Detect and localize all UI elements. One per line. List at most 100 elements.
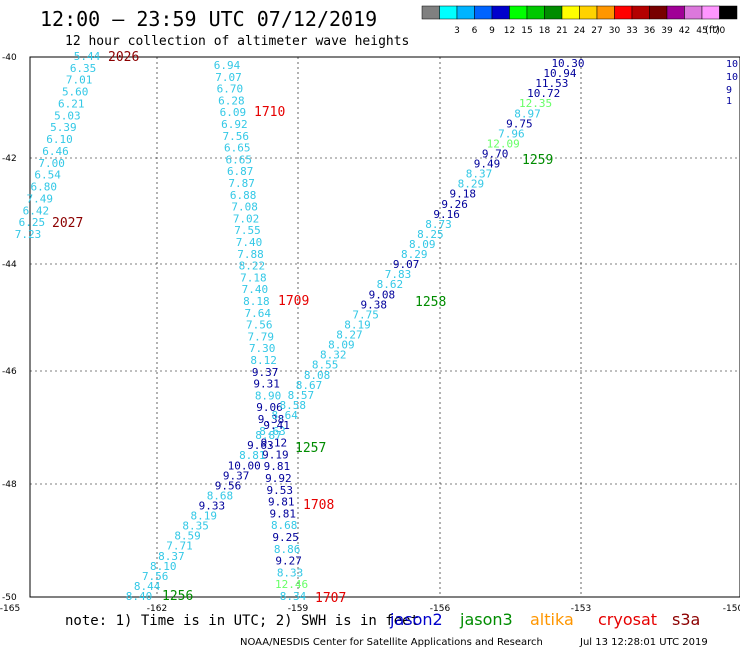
wave-height-value: 9.31	[253, 378, 280, 391]
wave-height-value: 8.29	[401, 248, 428, 261]
wave-height-value: 8.19	[191, 510, 218, 523]
wave-height-value: 8.19	[344, 318, 371, 331]
wave-height-value: 8.62	[377, 278, 404, 291]
latitude-label: -48	[2, 480, 17, 490]
wave-height-value: 9.25	[272, 531, 299, 544]
wave-height-value: 6.09	[220, 106, 247, 119]
legend-tick-label: 30	[609, 26, 621, 36]
wave-height-value: 5.60	[62, 86, 89, 99]
wave-height-value: 9.75	[506, 117, 533, 130]
wave-height-value: 6.10	[46, 133, 73, 146]
wave-height-value: 9.81	[264, 460, 291, 473]
longitude-label: -159	[288, 604, 309, 614]
edge-value: 1	[726, 96, 732, 107]
wave-height-value: 8.40	[126, 590, 153, 603]
legend-tick-label: 18	[539, 26, 551, 36]
wave-height-value: 8.68	[271, 519, 298, 532]
wave-height-value: 8.25	[417, 228, 444, 241]
pass-time-label: 1259	[522, 153, 553, 168]
wave-height-value: 9.18	[450, 188, 477, 201]
satellite-name: jason2	[389, 610, 443, 629]
wave-height-value: 7.79	[247, 330, 274, 343]
legend-tick-label: 3	[454, 26, 460, 36]
wave-height-value: 6.21	[58, 97, 85, 110]
wave-height-value: 6.92	[221, 118, 248, 131]
wave-height-value: 6.88	[230, 189, 257, 202]
edge-value: 10.6	[726, 59, 740, 70]
wave-height-value: 7.56	[142, 570, 169, 583]
wave-height-value: 8.87	[255, 429, 282, 442]
legend-swatch	[701, 5, 720, 20]
wave-height-value: 9.38	[360, 298, 387, 311]
legend-tick-label: 6	[472, 26, 478, 36]
wave-height-value: 9.12	[261, 437, 288, 450]
wave-height-value: 8.22	[239, 260, 266, 273]
wave-height-value: 12.46	[275, 578, 308, 591]
wave-height-value: 9.53	[267, 484, 294, 497]
wave-height-value: 7.08	[231, 201, 258, 214]
wave-height-value: 8.27	[336, 329, 363, 342]
wave-height-value: 7.64	[245, 307, 272, 320]
wave-height-value: 8.32	[320, 349, 347, 362]
longitude-label: -150	[723, 604, 740, 614]
wave-height-value: 9.26	[441, 198, 468, 211]
wave-height-value: 9.06	[256, 401, 283, 414]
wave-height-value: 8.09	[409, 238, 436, 251]
wave-height-value: 6.80	[30, 181, 57, 194]
legend-tick-label: 24	[574, 26, 586, 36]
pass-time-label: 1257	[295, 441, 326, 456]
wave-height-value: 8.73	[425, 218, 452, 231]
wave-height-value: 9.81	[269, 507, 296, 520]
wave-height-value: 9.38	[258, 413, 285, 426]
footer-timestamp: Jul 13 12:28:01 UTC 2019	[579, 637, 708, 648]
wave-height-value: 7.71	[166, 540, 193, 553]
legend-tick-label: 27	[591, 26, 602, 36]
wave-height-value: 6.65	[224, 142, 251, 155]
satellite-name: jason3	[459, 610, 513, 629]
color-legend: 3 6 9 12 15 18 21 24 27 30 33 36 39 42 45 70	[421, 5, 738, 36]
satellite-name: altika	[530, 610, 574, 629]
wave-height-value: 7.83	[385, 268, 412, 281]
legend-swatch	[544, 5, 563, 20]
pass-time-label: 1707	[315, 591, 346, 606]
wave-height-value: 6.42	[23, 204, 50, 217]
wave-height-value: 8.86	[274, 543, 301, 556]
wave-height-value: 6.87	[227, 165, 254, 178]
legend-tick-label: 36	[644, 26, 656, 36]
wave-height-value: 8.12	[250, 354, 277, 367]
legend-swatch	[456, 5, 475, 20]
wave-height-value: 7.18	[240, 271, 267, 284]
wave-height-value: 7.55	[234, 224, 261, 237]
satellite-name: cryosat	[598, 610, 657, 629]
latitude-label: -42	[2, 154, 17, 164]
wave-height-value: 7.56	[246, 319, 273, 332]
wave-height-value: 9.08	[369, 288, 396, 301]
legend-swatch	[666, 5, 685, 20]
wave-height-value: 6.54	[34, 169, 61, 182]
satellite-name: s3a	[672, 610, 700, 629]
wave-height-value: 8.18	[243, 295, 270, 308]
wave-height-value: 8.57	[288, 389, 315, 402]
wave-height-value: 8.34	[280, 590, 307, 603]
wave-height-value: 10.72	[527, 87, 560, 100]
latitude-label: -50	[2, 593, 17, 603]
pass-time-label: 1709	[278, 294, 309, 309]
longitude-label: -165	[0, 604, 20, 614]
legend-swatch	[579, 5, 598, 20]
legend-tick-label: 9	[489, 26, 495, 36]
wave-height-value: 9.33	[199, 499, 226, 512]
wave-height-value: 7.40	[236, 236, 263, 249]
wave-height-value: 8.90	[255, 389, 282, 402]
time-labels: 2026 2027 1710 1709 1708 1707 1259 1258 1257 1256	[52, 50, 553, 606]
wave-height-value: 5.44	[74, 50, 101, 63]
legend-swatch	[631, 5, 650, 20]
legend-swatch	[596, 5, 615, 20]
footer-credit: NOAA/NESDIS Center for Satellite Applica…	[240, 637, 543, 648]
legend-swatch	[474, 5, 493, 20]
wave-height-value: 8.58	[280, 399, 307, 412]
legend-swatch	[719, 5, 738, 20]
wave-height-value: 7.56	[223, 130, 250, 143]
wave-height-value: 8.67	[296, 379, 323, 392]
wave-height-value: 8.68	[207, 489, 234, 502]
